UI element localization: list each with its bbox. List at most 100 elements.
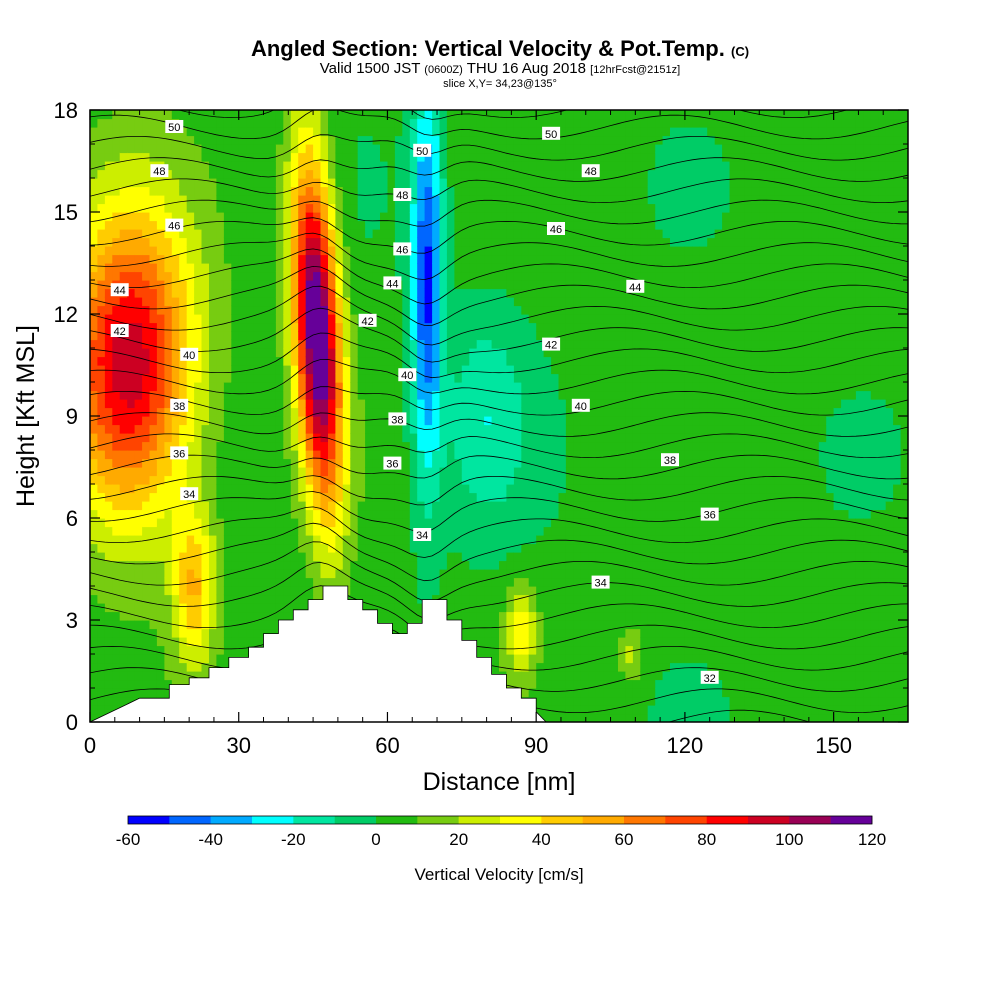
velocity-cell (261, 407, 269, 417)
velocity-cell (446, 484, 455, 494)
velocity-cell (261, 424, 269, 434)
velocity-cell (357, 229, 366, 239)
velocity-cell (149, 662, 158, 672)
velocity-cell (454, 509, 463, 519)
velocity-cell (320, 475, 329, 485)
velocity-cell (275, 484, 284, 494)
velocity-cell (588, 467, 597, 477)
velocity-cell (134, 161, 143, 171)
velocity-cell (275, 475, 284, 485)
velocity-cell (320, 254, 329, 264)
velocity-cell (90, 339, 98, 349)
velocity-cell (528, 118, 537, 128)
velocity-cell (328, 475, 336, 485)
velocity-cell (134, 212, 143, 222)
velocity-cell (446, 399, 455, 409)
velocity-cell (90, 560, 98, 570)
velocity-cell (365, 441, 374, 451)
velocity-cell (394, 348, 403, 358)
velocity-cell (320, 297, 329, 307)
velocity-cell (97, 679, 106, 689)
velocity-cell (112, 271, 121, 281)
velocity-cell (573, 475, 582, 485)
velocity-cell (194, 127, 203, 137)
velocity-cell (402, 501, 411, 511)
velocity-cell (328, 518, 336, 528)
velocity-cell (328, 127, 336, 137)
velocity-cell (565, 424, 574, 434)
velocity-cell (283, 178, 292, 188)
velocity-cell (580, 365, 589, 375)
velocity-cell (476, 577, 485, 587)
velocity-cell (313, 305, 322, 315)
velocity-cell (134, 679, 143, 689)
velocity-cell (320, 373, 329, 383)
velocity-cell (320, 212, 329, 222)
velocity-cell (268, 458, 277, 468)
velocity-cell (156, 110, 165, 120)
velocity-cell (290, 577, 299, 587)
velocity-cell (402, 390, 411, 400)
velocity-cell (335, 178, 344, 188)
velocity-cell (320, 577, 329, 587)
velocity-cell (543, 611, 552, 621)
velocity-cell (231, 271, 240, 281)
velocity-cell (238, 424, 247, 434)
velocity-cell (454, 441, 463, 451)
velocity-cell (149, 322, 158, 332)
velocity-cell (186, 424, 195, 434)
velocity-cell (156, 127, 165, 137)
velocity-cell (454, 611, 463, 621)
velocity-cell (164, 509, 173, 519)
velocity-cell (580, 611, 589, 621)
velocity-cell (149, 390, 158, 400)
velocity-cell (528, 322, 537, 332)
velocity-cell (499, 560, 507, 570)
velocity-cell (186, 509, 195, 519)
velocity-cell (97, 186, 106, 196)
velocity-cell (588, 135, 597, 145)
velocity-cell (97, 620, 106, 630)
velocity-cell (186, 288, 195, 298)
velocity-cell (513, 348, 522, 358)
velocity-cell (194, 152, 203, 162)
velocity-cell (261, 390, 269, 400)
velocity-cell (476, 229, 485, 239)
velocity-cell (432, 152, 441, 162)
velocity-cell (528, 467, 537, 477)
velocity-cell (357, 195, 366, 205)
velocity-cell (142, 518, 151, 528)
velocity-cell (506, 603, 515, 613)
velocity-cell (209, 339, 217, 349)
velocity-cell (231, 467, 240, 477)
velocity-cell (595, 637, 604, 647)
velocity-cell (506, 424, 515, 434)
velocity-cell (104, 229, 113, 239)
velocity-cell (595, 424, 604, 434)
velocity-cell (156, 450, 165, 460)
velocity-cell (246, 586, 255, 596)
velocity-cell (305, 441, 314, 451)
velocity-cell (127, 263, 136, 273)
velocity-cell (409, 501, 418, 511)
velocity-cell (506, 288, 515, 298)
velocity-cell (588, 118, 597, 128)
velocity-cell (469, 288, 478, 298)
velocity-cell (454, 263, 463, 273)
velocity-cell (179, 135, 188, 145)
velocity-cell (90, 178, 98, 188)
velocity-cell (164, 526, 173, 536)
velocity-cell (90, 246, 98, 256)
velocity-cell (216, 237, 225, 247)
velocity-cell (528, 220, 537, 230)
velocity-cell (112, 484, 121, 494)
velocity-cell (216, 611, 225, 621)
velocity-cell (543, 161, 552, 171)
velocity-cell (432, 356, 441, 366)
velocity-cell (342, 484, 351, 494)
velocity-cell (209, 118, 217, 128)
velocity-cell (305, 484, 314, 494)
velocity-cell (320, 560, 329, 570)
velocity-cell (298, 518, 307, 528)
velocity-cell (439, 365, 448, 375)
